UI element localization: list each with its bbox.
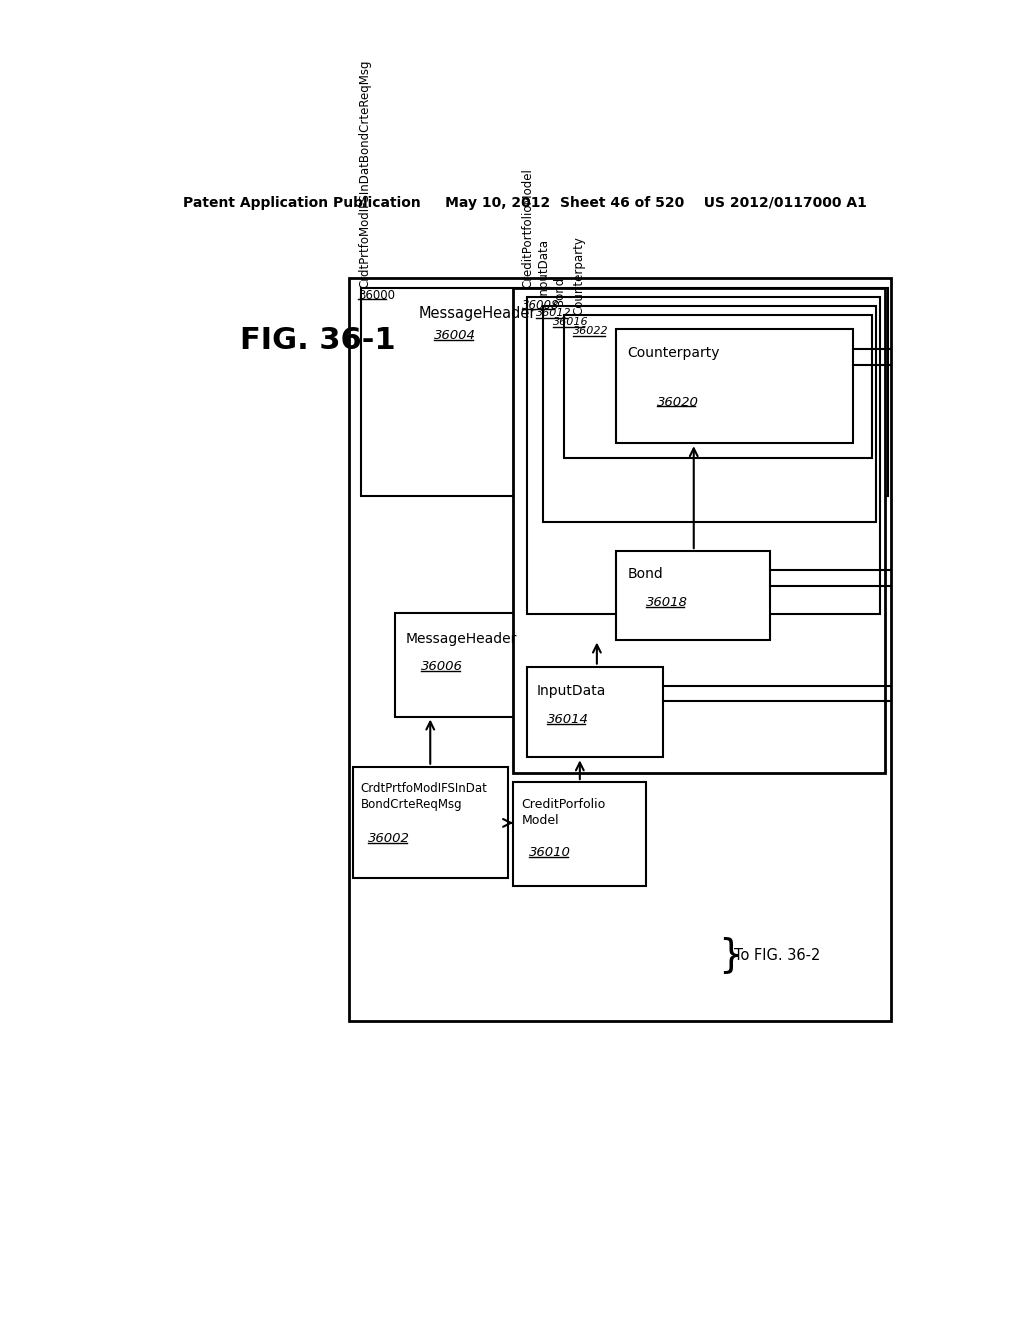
Text: MessageHeader: MessageHeader (419, 306, 537, 321)
Text: To FIG. 36-2: To FIG. 36-2 (734, 948, 820, 962)
Text: 36016: 36016 (553, 317, 589, 327)
Bar (513, 288, 885, 772)
Text: 36020: 36020 (656, 396, 698, 409)
Text: CrdtPrtfoModIFSInDat: CrdtPrtfoModIFSInDat (360, 781, 487, 795)
Text: InputData: InputData (537, 684, 606, 697)
Text: FIG. 36-1: FIG. 36-1 (241, 326, 396, 355)
Text: 36018: 36018 (646, 595, 687, 609)
Text: 36010: 36010 (529, 846, 571, 859)
Text: 36022: 36022 (572, 326, 608, 337)
Text: CreditPortfolioModel: CreditPortfolioModel (521, 168, 535, 288)
Text: 36014: 36014 (547, 713, 589, 726)
Text: BondCrteReqMsg: BondCrteReqMsg (360, 799, 462, 812)
Text: CreditPorfolio: CreditPorfolio (521, 797, 606, 810)
Text: CrdtPrtfoModIFSInDatBondCrteReqMsg: CrdtPrtfoModIFSInDatBondCrteReqMsg (358, 59, 371, 288)
Bar (513, 781, 646, 886)
Text: MessageHeader: MessageHeader (406, 632, 517, 645)
Text: Bond: Bond (628, 566, 664, 581)
Text: 36006: 36006 (421, 660, 463, 673)
Text: Model: Model (521, 813, 559, 826)
Bar (543, 306, 876, 521)
Text: Counterparty: Counterparty (627, 346, 720, 360)
Text: Bond: Bond (553, 276, 565, 306)
Text: 36008: 36008 (521, 298, 559, 312)
Bar (616, 552, 770, 640)
Text: 36000: 36000 (358, 289, 395, 302)
Text: 36002: 36002 (369, 832, 411, 845)
Text: Patent Application Publication     May 10, 2012  Sheet 46 of 520    US 2012/0117: Patent Application Publication May 10, 2… (183, 197, 866, 210)
Text: Counterparty: Counterparty (572, 236, 586, 315)
Bar (527, 667, 663, 758)
Bar (395, 612, 547, 717)
Bar (349, 277, 891, 1020)
Bar (616, 330, 853, 444)
Text: InputData: InputData (537, 238, 550, 297)
Bar (352, 767, 508, 878)
Bar (563, 315, 872, 458)
Bar (527, 297, 880, 614)
Text: 36012: 36012 (537, 308, 572, 318)
Text: }: } (719, 936, 743, 974)
Bar (360, 288, 888, 495)
Text: 36004: 36004 (434, 330, 476, 342)
